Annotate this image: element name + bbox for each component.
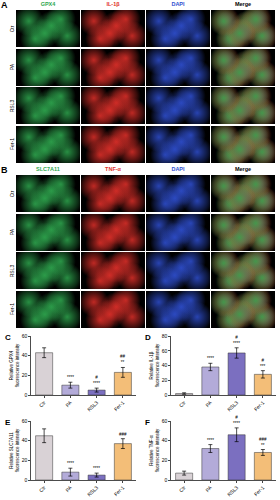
html-text:IL-1β: IL-1β bbox=[106, 1, 120, 7]
html-text:Ctr: Ctr bbox=[9, 25, 15, 32]
svg-text:PA: PA bbox=[204, 484, 213, 493]
svg-text:Ctr: Ctr bbox=[178, 484, 187, 493]
svg-text:###**: ###** bbox=[259, 437, 267, 448]
svg-text:Relative IL-1βfluorescence int: Relative IL-1βfluorescence intensity bbox=[149, 343, 160, 387]
html-text:Merge: Merge bbox=[234, 166, 252, 172]
svg-text:60: 60 bbox=[162, 418, 168, 424]
html-text:Ctr: Ctr bbox=[9, 190, 15, 197]
svg-text:40: 40 bbox=[22, 352, 28, 358]
svg-text:#****: #**** bbox=[233, 415, 240, 426]
svg-text:##**: ##** bbox=[120, 354, 126, 365]
html-text:SLC7A11: SLC7A11 bbox=[36, 166, 60, 172]
svg-text:Fer-1: Fer-1 bbox=[253, 399, 266, 412]
svg-text:PA: PA bbox=[64, 484, 73, 493]
html-text:GPX4: GPX4 bbox=[40, 1, 56, 7]
html-text:RSL3: RSL3 bbox=[9, 99, 15, 112]
html-text:PA: PA bbox=[9, 63, 15, 71]
svg-text:Ctr: Ctr bbox=[178, 399, 187, 408]
svg-text:60: 60 bbox=[22, 418, 28, 424]
html-text:Merge: Merge bbox=[234, 1, 252, 7]
svg-text:20: 20 bbox=[162, 377, 168, 383]
svg-text:Relative SLC7A11fluorescence i: Relative SLC7A11fluorescence intensity bbox=[9, 428, 20, 472]
html-text:PA: PA bbox=[9, 228, 15, 236]
svg-text:Fer-1: Fer-1 bbox=[113, 484, 126, 497]
svg-text:0: 0 bbox=[165, 392, 168, 398]
svg-text:C: C bbox=[5, 333, 11, 342]
svg-text:RSL3: RSL3 bbox=[86, 484, 99, 497]
svg-text:Relative GPX4fluorescence inte: Relative GPX4fluorescence intensity bbox=[9, 343, 20, 387]
svg-text:RSL3: RSL3 bbox=[86, 399, 99, 412]
svg-text:20: 20 bbox=[162, 457, 168, 463]
svg-text:****: **** bbox=[67, 375, 74, 380]
svg-text:Relative TNF-αfluorescence int: Relative TNF-αfluorescence intensity bbox=[149, 428, 160, 472]
html-text:DAPI: DAPI bbox=[171, 166, 185, 172]
svg-text:****: **** bbox=[207, 438, 214, 443]
svg-text:****: **** bbox=[207, 356, 214, 361]
html-text:A: A bbox=[1, 0, 8, 10]
svg-text:0: 0 bbox=[165, 477, 168, 483]
html-text:Fer-1: Fer-1 bbox=[9, 138, 15, 150]
html-text:B: B bbox=[1, 165, 8, 175]
svg-text:D: D bbox=[145, 333, 151, 342]
svg-text:****: **** bbox=[93, 466, 100, 471]
svg-text:****: **** bbox=[67, 461, 74, 466]
svg-text:40: 40 bbox=[162, 362, 168, 368]
svg-text:Ctr: Ctr bbox=[38, 484, 47, 493]
svg-text:40: 40 bbox=[162, 437, 168, 443]
svg-text:60: 60 bbox=[22, 333, 28, 339]
svg-text:#****: #**** bbox=[93, 375, 100, 386]
svg-text:20: 20 bbox=[22, 457, 28, 463]
svg-text:20: 20 bbox=[22, 372, 28, 378]
svg-text:0: 0 bbox=[25, 392, 28, 398]
html-text:RSL3: RSL3 bbox=[9, 264, 15, 277]
svg-text:Fer-1: Fer-1 bbox=[113, 399, 126, 412]
svg-text:RSL3: RSL3 bbox=[226, 399, 239, 412]
svg-text:PA: PA bbox=[64, 399, 73, 408]
svg-text:#****: #**** bbox=[233, 335, 240, 346]
svg-text:0: 0 bbox=[25, 477, 28, 483]
svg-text:#***: #*** bbox=[260, 358, 266, 369]
html-text:TNF-α: TNF-α bbox=[105, 166, 121, 172]
svg-text:###: ### bbox=[119, 432, 127, 437]
svg-text:Ctr: Ctr bbox=[38, 399, 47, 408]
svg-text:F: F bbox=[145, 418, 150, 427]
html-text:Fer-1: Fer-1 bbox=[9, 303, 15, 315]
svg-text:E: E bbox=[5, 418, 11, 427]
svg-text:40: 40 bbox=[22, 437, 28, 443]
svg-text:60: 60 bbox=[162, 348, 168, 354]
svg-text:PA: PA bbox=[204, 399, 213, 408]
svg-text:80: 80 bbox=[162, 333, 168, 339]
svg-text:Fer-1: Fer-1 bbox=[253, 484, 266, 497]
html-text:DAPI: DAPI bbox=[171, 1, 185, 7]
svg-text:RSL3: RSL3 bbox=[226, 484, 239, 497]
